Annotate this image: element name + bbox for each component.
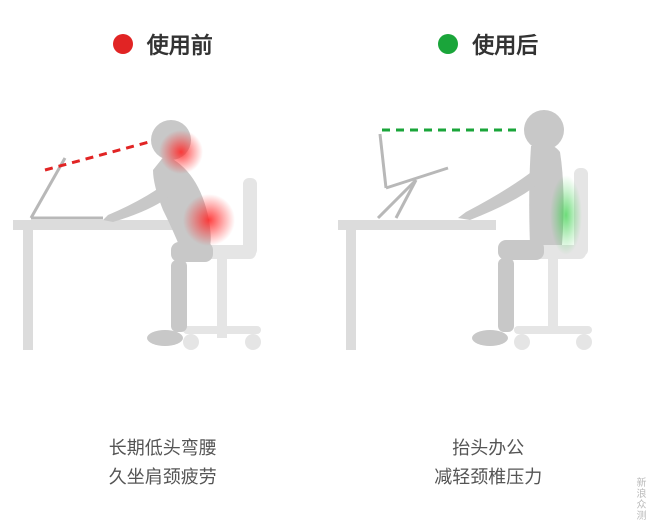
before-header: 使用前 — [113, 28, 213, 60]
sight-line — [45, 142, 149, 170]
after-caption-line1: 抬头办公 — [434, 434, 542, 463]
desk-icon — [338, 220, 496, 350]
before-panel: 使用前 — [0, 0, 326, 525]
after-caption-line2: 减轻颈椎压力 — [434, 463, 542, 492]
after-dot-icon — [438, 34, 458, 54]
before-dot-icon — [113, 34, 133, 54]
before-caption: 长期低头弯腰 久坐肩颈疲劳 — [109, 434, 217, 492]
pain-glow-back — [183, 194, 235, 246]
laptop-icon — [31, 158, 103, 218]
comparison-container: 使用前 — [0, 0, 651, 525]
before-caption-line2: 久坐肩颈疲劳 — [109, 463, 217, 492]
after-panel: 使用后 — [326, 0, 651, 525]
before-title: 使用前 — [147, 28, 213, 60]
after-header: 使用后 — [438, 28, 538, 60]
after-illustration — [338, 90, 638, 420]
desk-icon — [13, 220, 173, 350]
watermark: 新浪众测 — [632, 477, 647, 521]
after-caption: 抬头办公 减轻颈椎压力 — [434, 434, 542, 492]
good-glow-back — [550, 175, 582, 255]
pain-glow-neck — [159, 130, 203, 174]
after-title: 使用后 — [472, 28, 538, 60]
before-caption-line1: 长期低头弯腰 — [109, 434, 217, 463]
laptop-stand-icon — [378, 134, 448, 218]
before-illustration — [13, 90, 313, 420]
